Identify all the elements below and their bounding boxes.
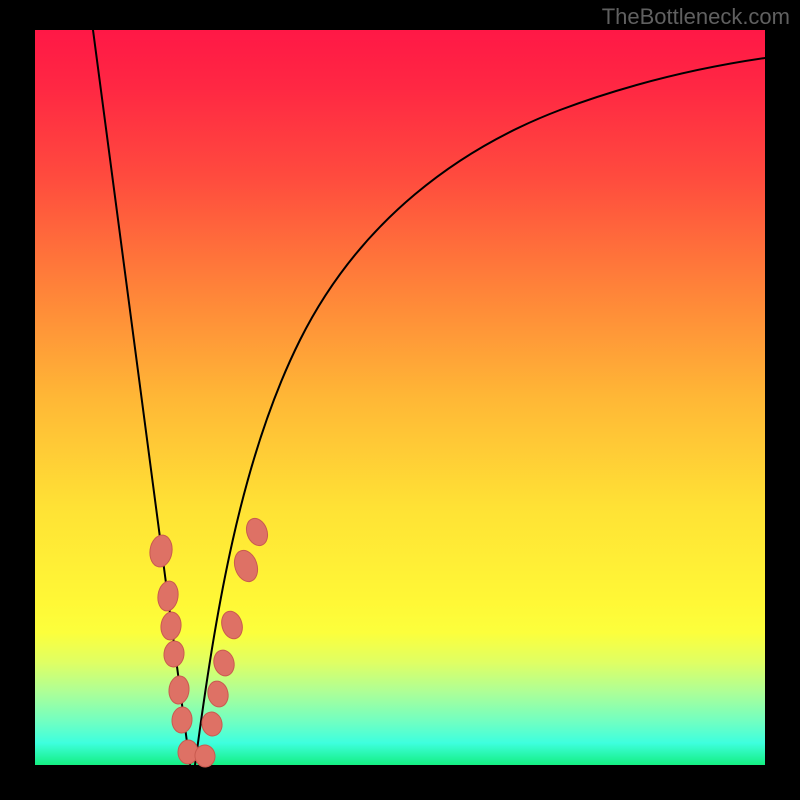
bottleneck-chart: [0, 0, 800, 800]
chart-container: TheBottleneck.com: [0, 0, 800, 800]
watermark-label: TheBottleneck.com: [602, 4, 790, 30]
plot-background: [35, 30, 765, 765]
